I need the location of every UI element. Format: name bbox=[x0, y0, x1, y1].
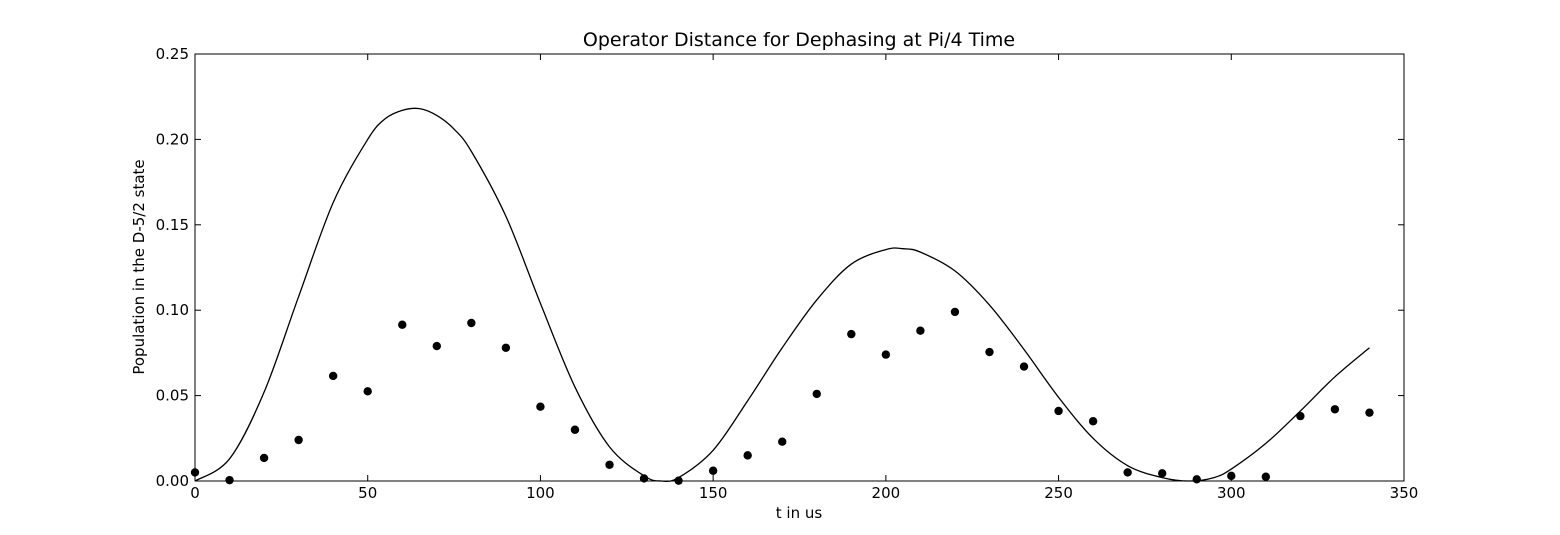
y-axis-label: Population in the D-5/2 state bbox=[130, 159, 148, 374]
data-point bbox=[605, 460, 614, 469]
data-point bbox=[1158, 469, 1167, 478]
plot-frame bbox=[194, 53, 1405, 482]
data-point bbox=[225, 475, 234, 485]
x-tick-label: 0 bbox=[190, 484, 200, 502]
data-point bbox=[570, 425, 580, 434]
data-point bbox=[259, 453, 269, 463]
data-point bbox=[501, 343, 511, 352]
data-point bbox=[1227, 471, 1236, 481]
x-tick-label: 100 bbox=[526, 484, 555, 502]
data-point bbox=[432, 341, 441, 351]
data-point bbox=[1088, 417, 1098, 426]
x-tick-label: 250 bbox=[1044, 484, 1073, 502]
x-axis-ticks: 0 50 100 150 200 250 300 350 bbox=[190, 54, 1418, 502]
data-point bbox=[1019, 362, 1029, 371]
data-point bbox=[916, 326, 925, 335]
x-tick-label: 200 bbox=[872, 484, 901, 502]
y-tick-label: 0.00 bbox=[156, 472, 189, 490]
y-axis-ticks: 0.00 0.05 0.10 0.15 0.20 0.25 bbox=[156, 45, 1404, 490]
data-point bbox=[294, 435, 303, 445]
y-tick-label: 0.10 bbox=[156, 301, 189, 319]
x-tick-label: 150 bbox=[699, 484, 728, 502]
data-point bbox=[363, 387, 372, 396]
x-tick-label: 300 bbox=[1217, 484, 1246, 502]
data-point bbox=[778, 437, 787, 446]
data-point bbox=[847, 329, 856, 339]
data-point bbox=[1054, 406, 1063, 416]
data-point bbox=[743, 451, 752, 460]
data-point bbox=[467, 318, 476, 328]
y-tick-label: 0.15 bbox=[156, 216, 189, 234]
x-tick-label: 50 bbox=[358, 484, 377, 502]
data-point bbox=[328, 371, 338, 381]
data-point bbox=[950, 307, 960, 317]
data-point bbox=[881, 350, 891, 359]
series-layer bbox=[190, 107, 1374, 485]
data-point bbox=[1365, 408, 1374, 417]
data-point bbox=[398, 320, 407, 329]
x-axis-label: t in us bbox=[776, 504, 823, 522]
data-point bbox=[1192, 475, 1201, 484]
y-tick-label: 0.25 bbox=[156, 45, 189, 63]
y-tick-label: 0.20 bbox=[156, 130, 189, 148]
data-point bbox=[1123, 468, 1132, 477]
y-tick-label: 0.05 bbox=[156, 387, 189, 405]
model-curve bbox=[194, 107, 1370, 483]
data-point bbox=[708, 466, 718, 475]
chart-title: Operator Distance for Dephasing at Pi/4 … bbox=[583, 29, 1015, 51]
data-point bbox=[1296, 411, 1305, 421]
data-point bbox=[190, 468, 200, 477]
data-point bbox=[812, 389, 821, 399]
data-point bbox=[639, 474, 649, 483]
x-tick-label: 350 bbox=[1390, 484, 1419, 502]
data-point bbox=[536, 402, 545, 411]
data-point bbox=[1261, 472, 1271, 481]
data-point bbox=[1330, 405, 1340, 414]
data-point bbox=[985, 347, 994, 357]
